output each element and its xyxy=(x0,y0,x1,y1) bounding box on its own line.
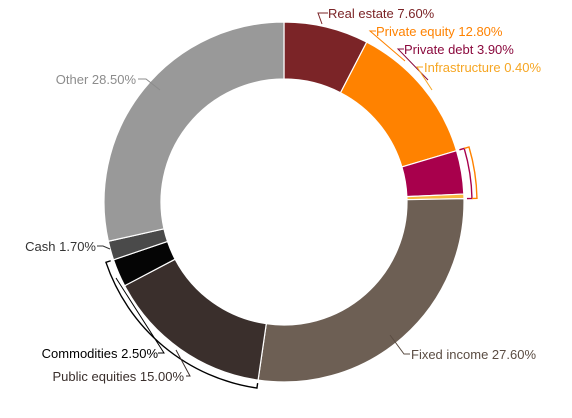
label-cash: Cash 1.70% xyxy=(25,239,96,254)
slice-public-equities xyxy=(123,258,267,381)
slices xyxy=(103,21,465,383)
leader-fixed-income xyxy=(389,334,410,355)
group-bracket-1 xyxy=(464,146,478,200)
label-fixed-income: Fixed income 27.60% xyxy=(411,347,536,362)
label-commodities: Commodities 2.50% xyxy=(42,346,159,361)
leader-real-estate xyxy=(317,12,328,25)
group-bracket-2 xyxy=(105,260,259,389)
leader-infrastructure xyxy=(416,66,433,91)
leader-private-equity xyxy=(368,30,406,62)
leader-private-debt xyxy=(396,48,429,81)
leader-public-equities xyxy=(175,349,191,377)
label-real-estate: Real estate 7.60% xyxy=(328,6,435,21)
slice-labels: Real estate 7.60% Private equity 12.80% Pr… xyxy=(25,6,541,384)
leader-commodities xyxy=(115,277,165,354)
slice-other xyxy=(103,21,285,242)
leader-lines xyxy=(97,12,433,377)
leader-other xyxy=(138,78,161,91)
group-brackets xyxy=(105,146,478,389)
label-public-equities: Public equities 15.00% xyxy=(52,369,184,384)
label-other: Other 28.50% xyxy=(56,72,137,87)
label-private-equity: Private equity 12.80% xyxy=(376,24,503,39)
label-private-debt: Private debt 3.90% xyxy=(404,42,514,57)
leader-cash xyxy=(97,245,111,250)
label-infrastructure: Infrastructure 0.40% xyxy=(424,60,541,75)
